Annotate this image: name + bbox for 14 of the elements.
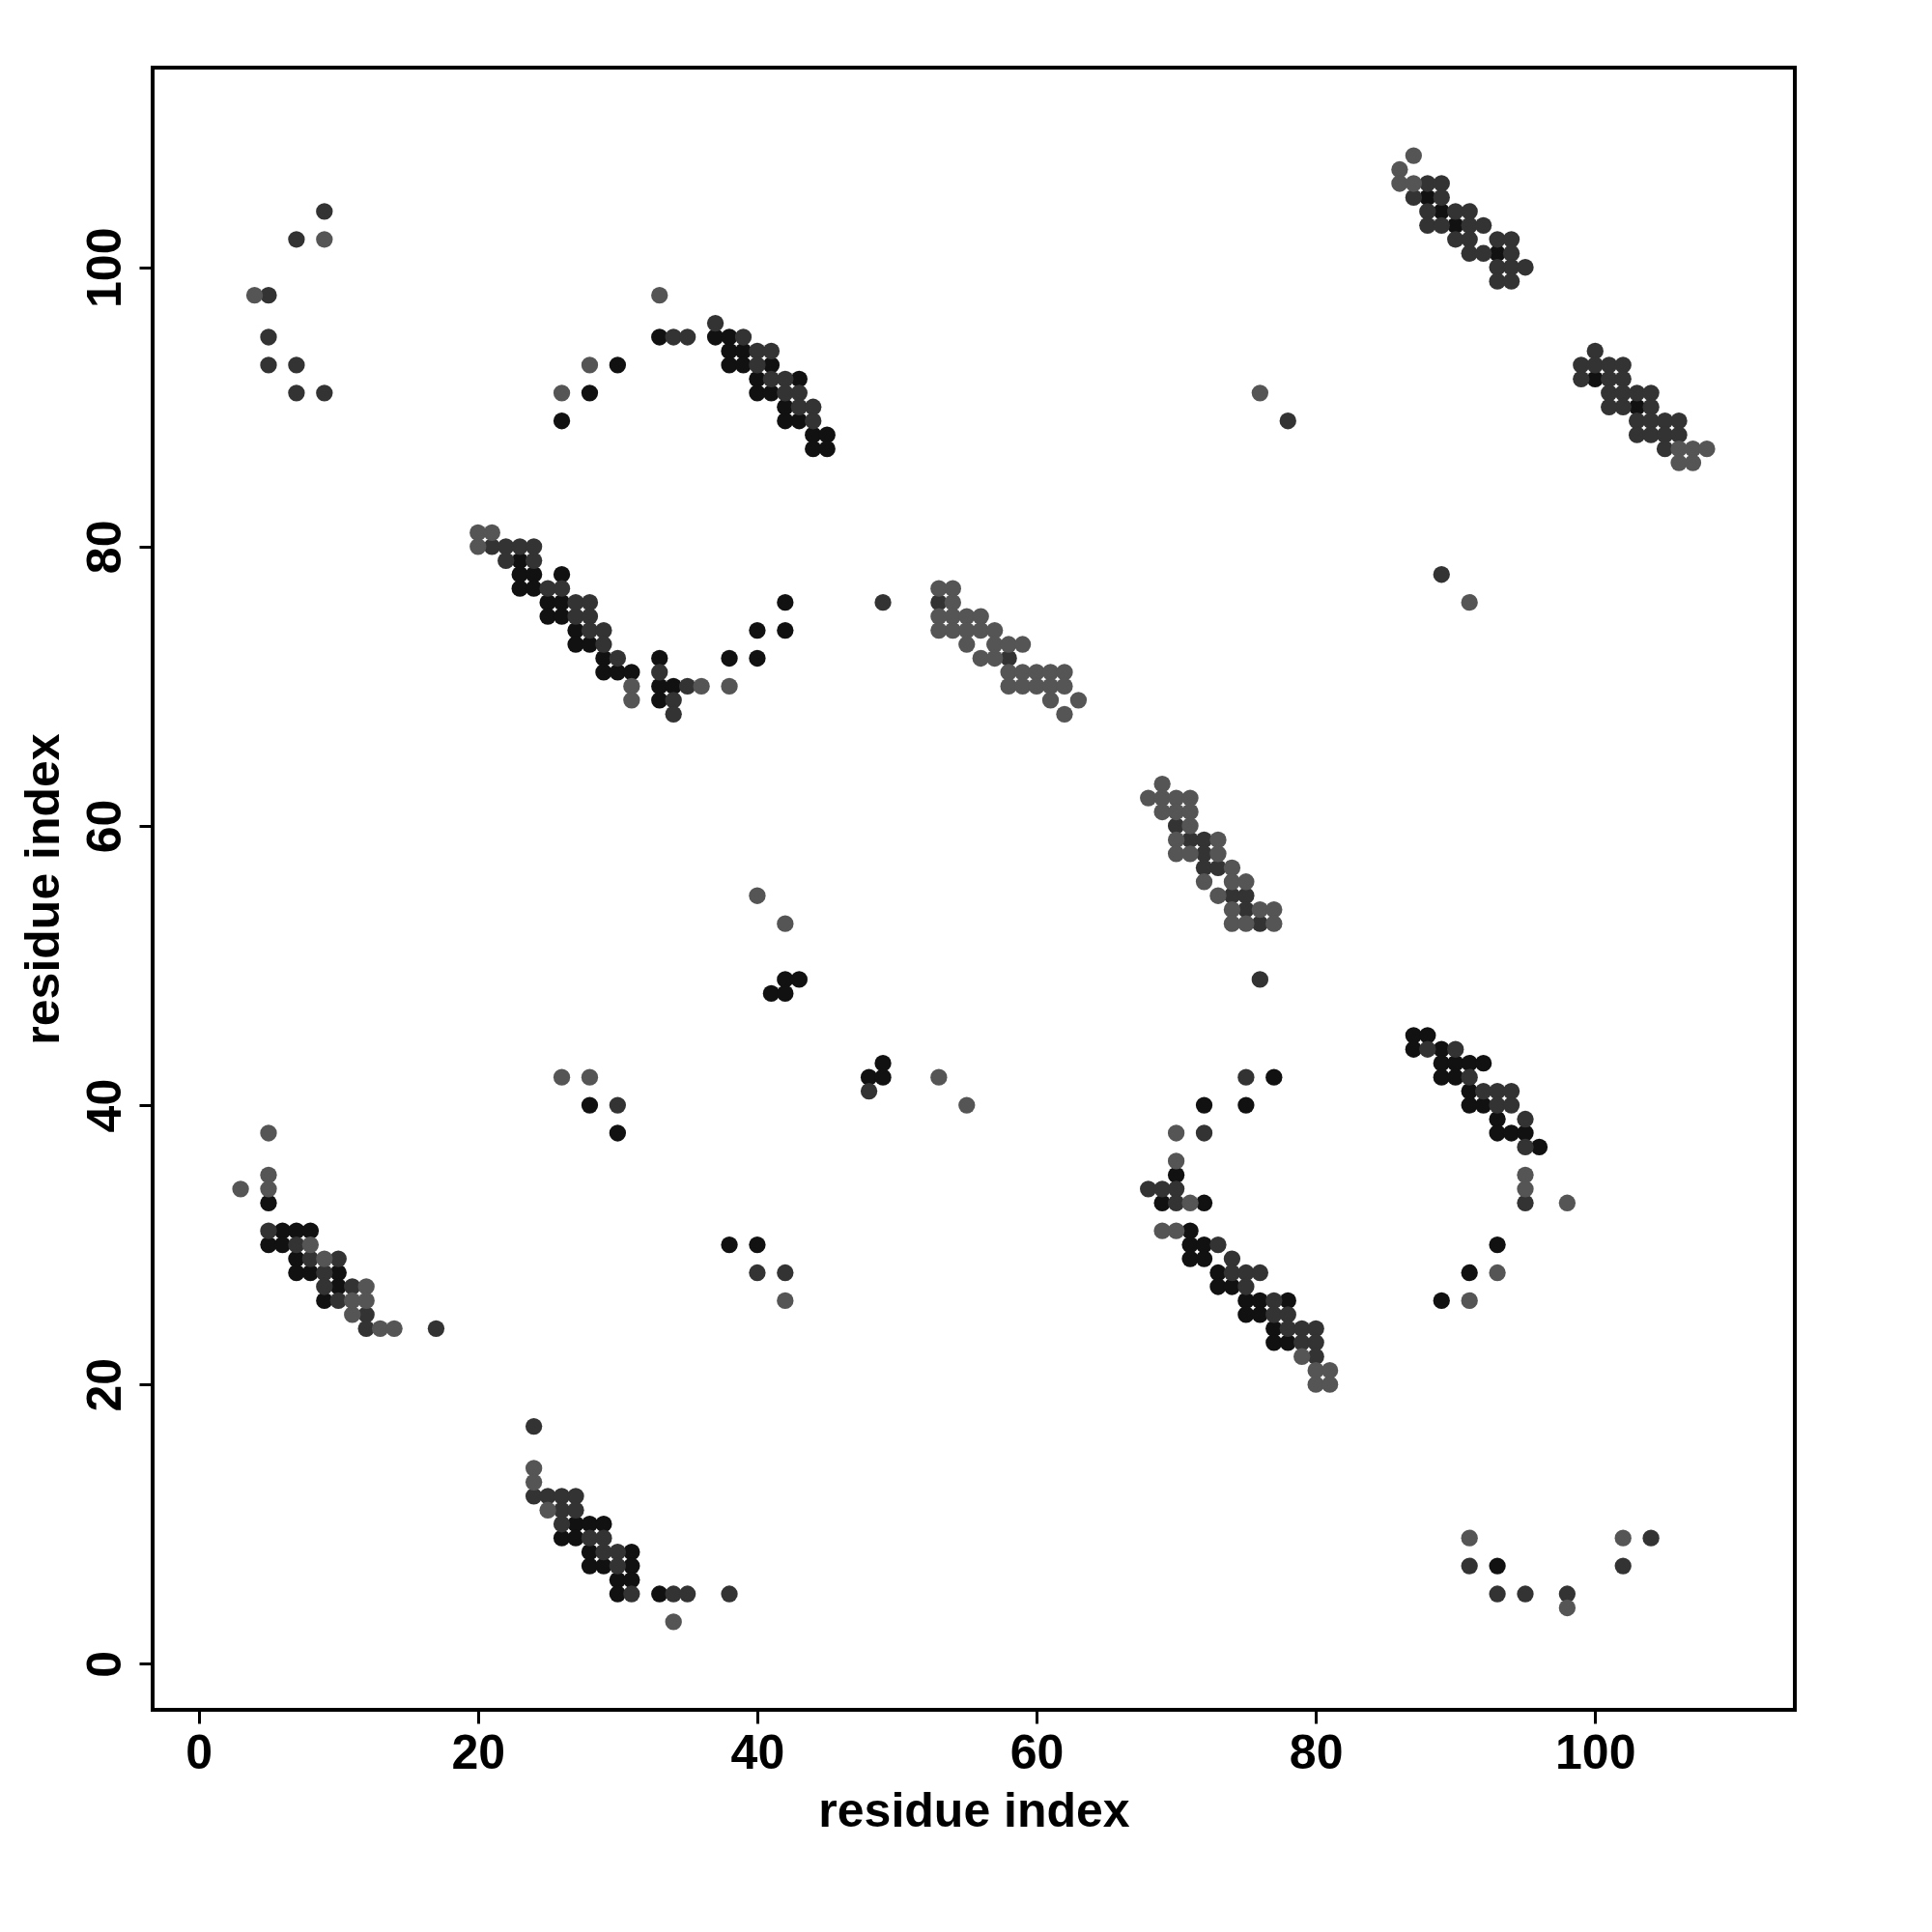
y-tick-label: 60 (76, 799, 131, 854)
x-tick-label: 20 (451, 1724, 506, 1779)
x-axis-title: residue index (818, 1782, 1130, 1837)
x-tick-label: 60 (1009, 1724, 1065, 1779)
y-tick-label: 20 (76, 1357, 131, 1412)
y-tick-label: 100 (76, 227, 131, 308)
x-tick-label: 100 (1555, 1724, 1636, 1779)
y-axis-title: residue index (14, 733, 70, 1045)
y-tick-label: 40 (76, 1078, 131, 1133)
x-tick-label: 40 (730, 1724, 785, 1779)
y-tick-label: 80 (76, 520, 131, 575)
y-tick-label: 0 (76, 1650, 131, 1678)
x-tick-label: 80 (1289, 1724, 1344, 1779)
x-tick-label: 0 (185, 1724, 213, 1779)
